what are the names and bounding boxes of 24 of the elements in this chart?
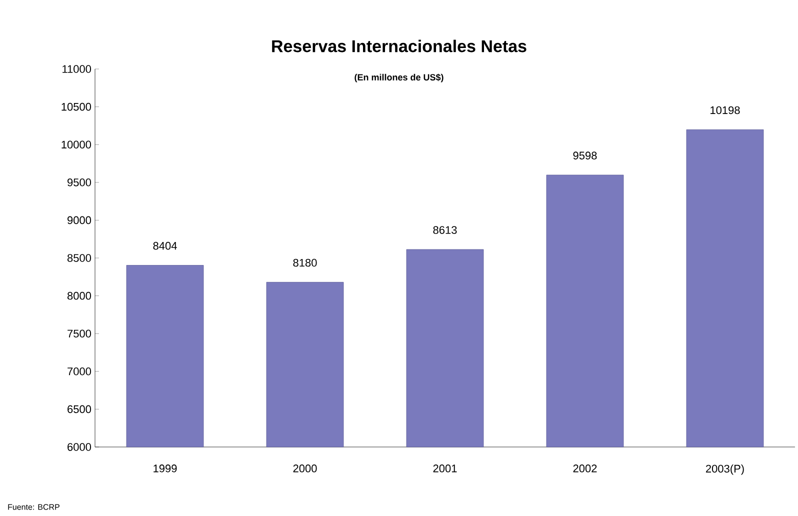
x-tick-label: 2002 bbox=[573, 464, 597, 472]
x-tick-label: 2001 bbox=[433, 464, 457, 472]
y-tick-label: 9000 bbox=[68, 216, 92, 224]
x-tick-label: 2003(P) bbox=[706, 464, 744, 475]
y-tick-label: 8500 bbox=[67, 254, 92, 262]
source-note: Fuente: BCRP bbox=[8, 504, 60, 510]
y-tick-label: 10000 bbox=[62, 140, 92, 148]
y-tick-label: 10500 bbox=[62, 102, 92, 111]
y-tick-label: 11000 bbox=[62, 65, 92, 73]
chart-title: Reservas Internacionales Netas bbox=[272, 40, 526, 52]
y-tick-label: 6500 bbox=[68, 405, 92, 414]
y-tick-label: 8000 bbox=[67, 292, 92, 300]
y-tick-label: 7000 bbox=[68, 368, 92, 376]
data-label: 8613 bbox=[433, 226, 457, 234]
chart-subtitle: (En millones de US$) bbox=[354, 74, 444, 82]
x-tick-label: 2000 bbox=[293, 464, 317, 472]
data-label: 10198 bbox=[710, 106, 740, 114]
data-label: 8180 bbox=[293, 258, 317, 267]
y-tick-label: 6000 bbox=[68, 443, 92, 451]
data-label: 8404 bbox=[153, 242, 177, 250]
y-tick-label: 7500 bbox=[68, 330, 92, 338]
x-tick-label: 1999 bbox=[154, 464, 177, 472]
data-label: 9598 bbox=[573, 152, 597, 160]
y-tick-label: 9500 bbox=[68, 178, 92, 186]
